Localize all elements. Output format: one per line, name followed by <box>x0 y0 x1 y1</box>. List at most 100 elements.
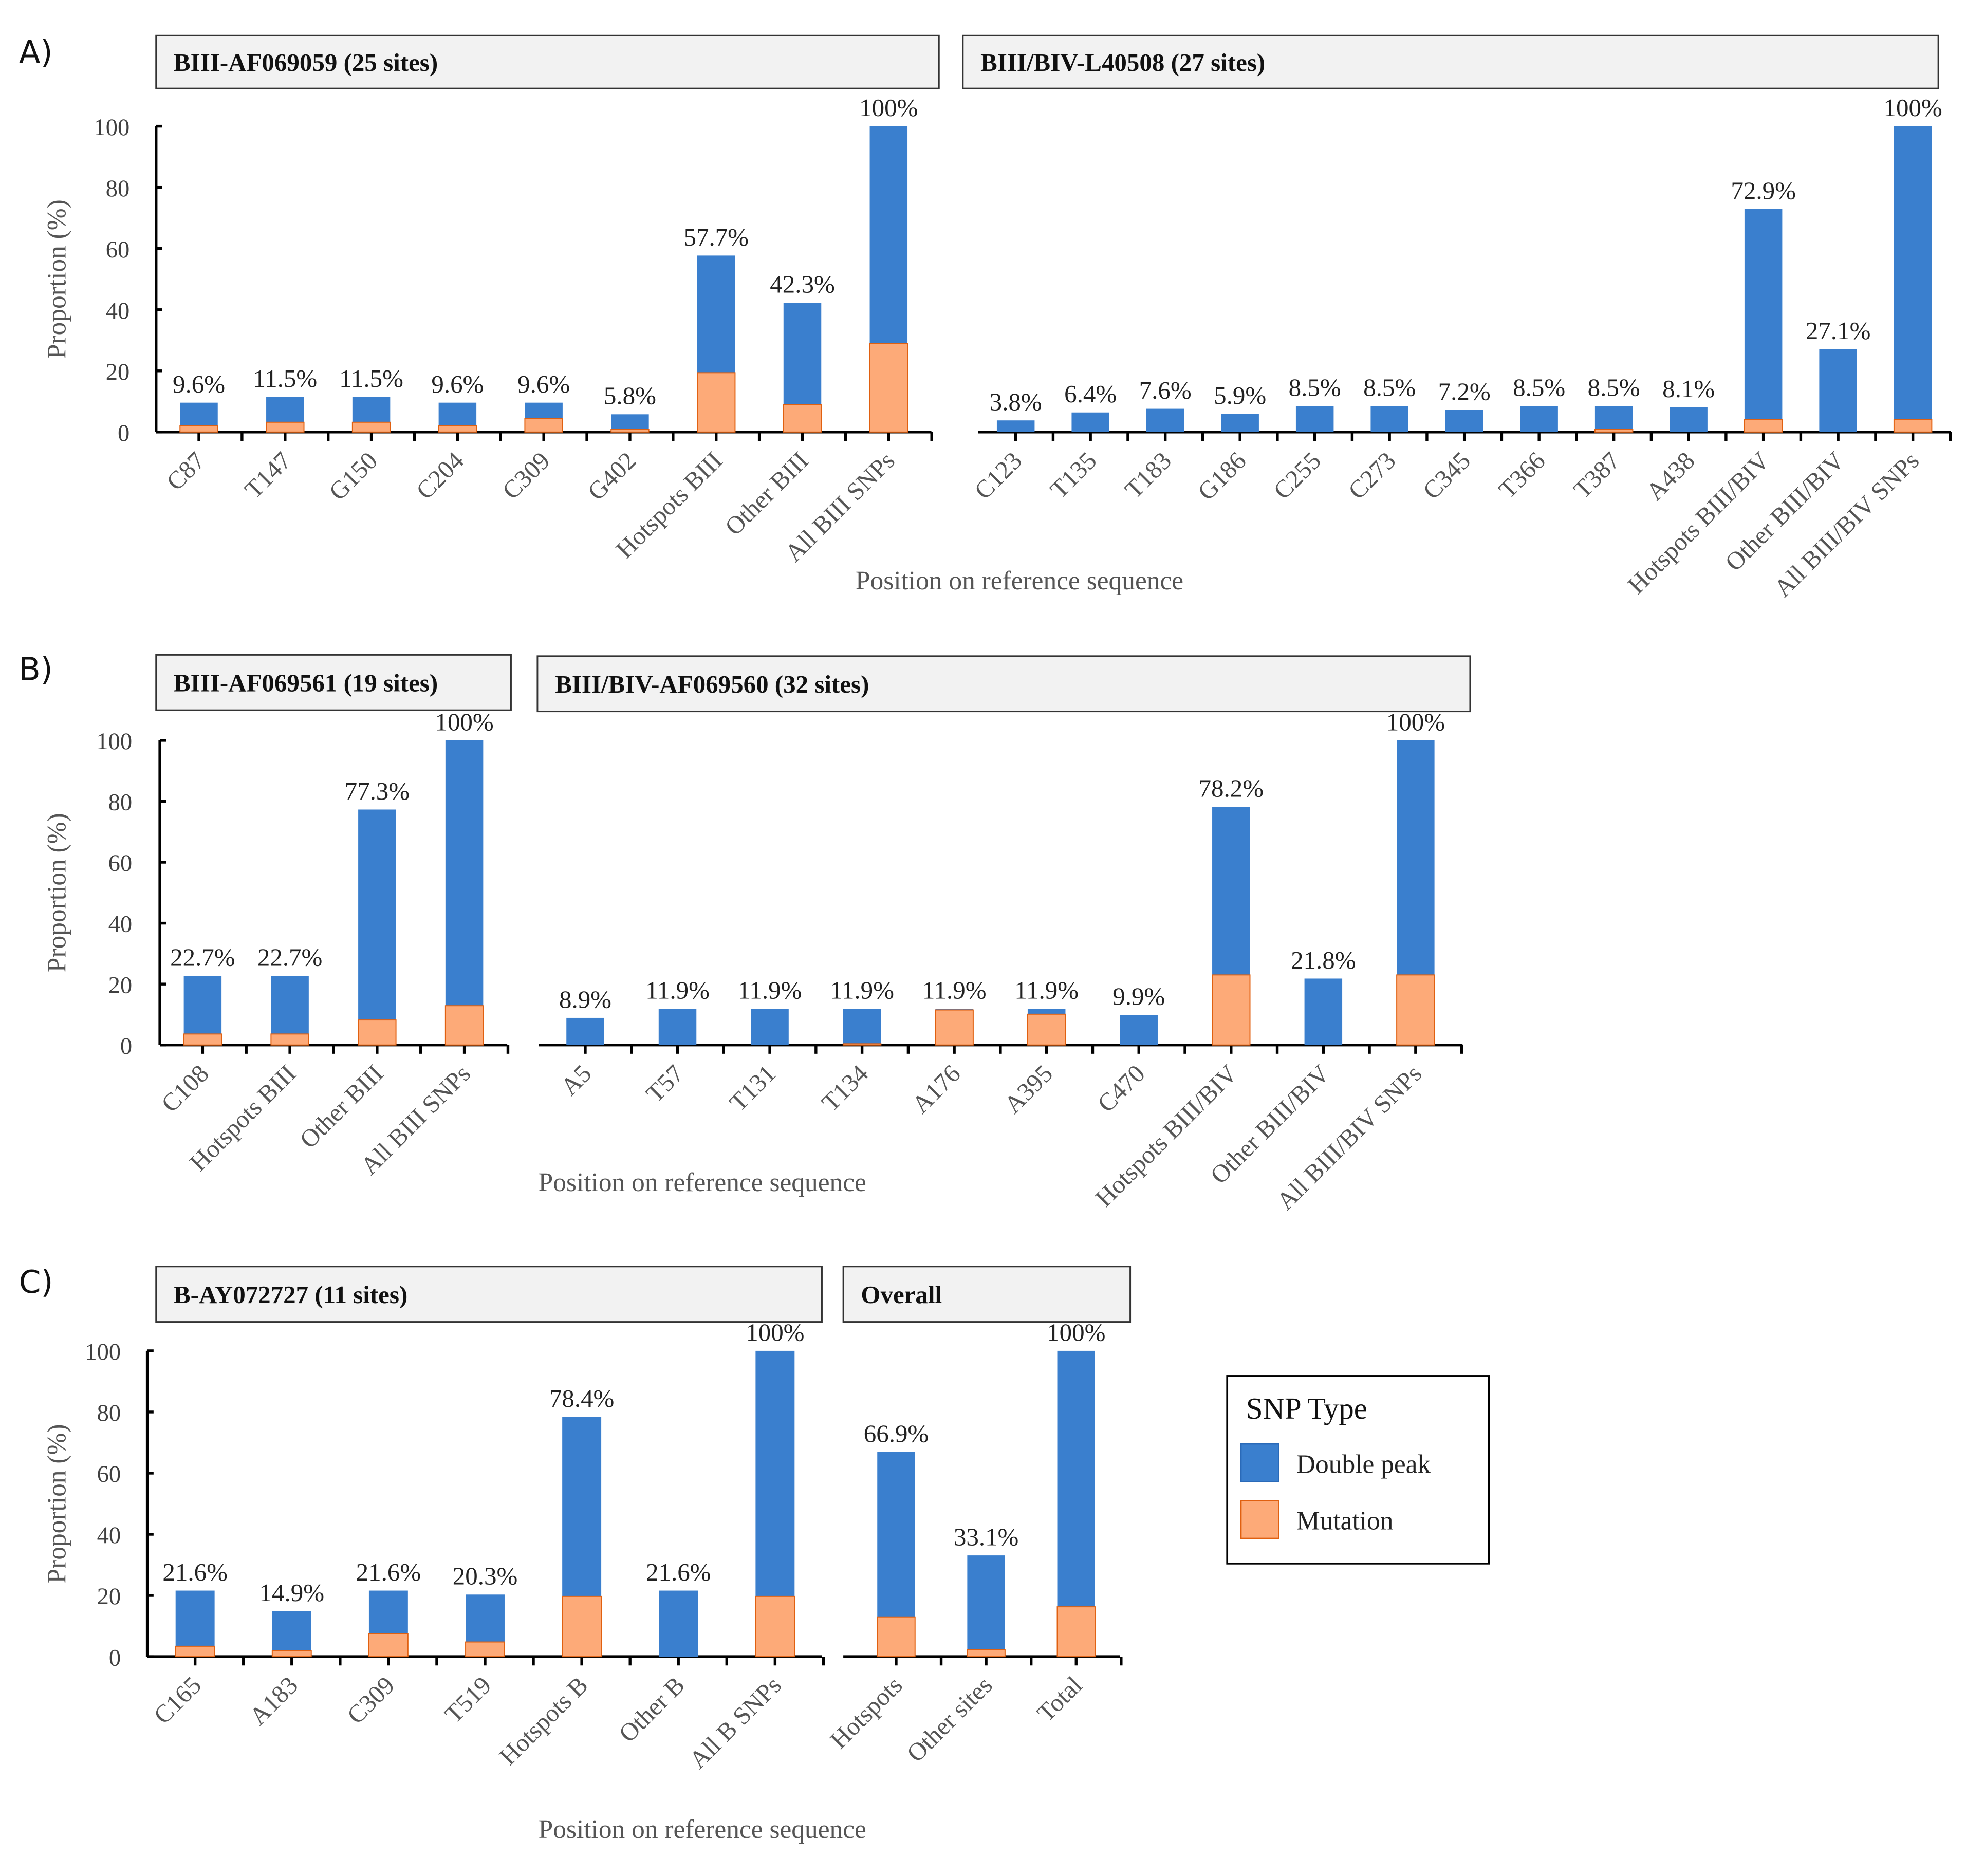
y-tick-label: 100 <box>96 729 132 755</box>
bar-double-peak <box>175 1590 215 1646</box>
data-label: 11.9% <box>830 976 894 1005</box>
panel-title: BIII-AF069059 (25 sites) <box>174 48 438 77</box>
x-tick-label: C255 <box>1268 447 1326 505</box>
x-tick-label: A395 <box>998 1059 1058 1119</box>
panel-title: BIII-AF069561 (19 sites) <box>174 668 438 697</box>
y-tick-label: 80 <box>108 790 133 816</box>
bar-double-peak <box>352 397 391 422</box>
bar-mutation <box>1594 429 1634 433</box>
bar-double-peak <box>1027 1009 1066 1014</box>
x-tick-label: A176 <box>906 1059 966 1119</box>
bar-double-peak <box>1445 410 1483 432</box>
x-tick-label: T387 <box>1568 447 1625 504</box>
bar-double-peak <box>1670 407 1708 432</box>
bar-mutation <box>842 1043 882 1046</box>
panel-letter: A) <box>19 34 53 71</box>
bar-mutation <box>562 1595 602 1658</box>
y-tick-label: 0 <box>120 1033 132 1060</box>
bar-mutation <box>1744 419 1783 433</box>
x-axis-title: Position on reference sequence <box>856 566 1183 596</box>
x-tick-label: Hotspots BIII/BIV <box>1622 447 1775 600</box>
panel-3: B) BIII-AF069561 (19 sites) 0 20 40 60 80 100 Pr… <box>19 651 512 1180</box>
x-tick-label: T131 <box>724 1059 782 1117</box>
bar-mutation <box>438 425 477 433</box>
data-label: 33.1% <box>954 1523 1019 1551</box>
data-label: 21.6% <box>162 1558 228 1586</box>
x-tick-label: C470 <box>1092 1059 1151 1118</box>
bar-double-peak <box>1120 1015 1158 1045</box>
bar-mutation <box>755 1595 795 1658</box>
bar-double-peak <box>445 740 484 1006</box>
x-tick-label: C309 <box>497 447 555 505</box>
x-axis-title: Position on reference sequence <box>539 1168 866 1197</box>
bar-double-peak <box>751 1009 789 1045</box>
panel-title: B-AY072727 (11 sites) <box>174 1280 407 1309</box>
y-axis-title: Proportion (%) <box>42 1424 71 1584</box>
y-tick-label: 40 <box>108 912 133 938</box>
bar-mutation <box>358 1019 397 1046</box>
bar-mutation <box>1056 1606 1096 1658</box>
data-label: 100% <box>746 1318 804 1346</box>
data-label: 9.6% <box>517 370 570 398</box>
x-tick-label: All B SNPs <box>683 1671 787 1774</box>
bar-mutation <box>1396 974 1435 1046</box>
y-tick-label: 80 <box>106 176 130 202</box>
x-tick-label: T135 <box>1045 447 1102 504</box>
panel-header <box>962 34 1939 89</box>
data-label: 9.9% <box>1112 982 1165 1010</box>
x-tick-label: Hotspots <box>824 1671 907 1754</box>
bar-mutation <box>869 343 908 433</box>
data-label: 66.9% <box>864 1419 929 1447</box>
x-tick-label: G402 <box>582 447 642 506</box>
x-tick-label: All BIII/BIV SNPs <box>1768 447 1924 603</box>
data-label: 11.9% <box>922 976 987 1005</box>
x-tick-label: A438 <box>1641 447 1700 506</box>
bar-mutation <box>935 1009 974 1046</box>
panel-letter: C) <box>19 1264 53 1301</box>
data-label: 11.9% <box>738 976 802 1005</box>
data-label: 78.4% <box>549 1384 615 1413</box>
data-label: 77.3% <box>345 777 410 805</box>
data-label: 9.6% <box>173 370 225 398</box>
bar-double-peak <box>438 402 477 426</box>
bar-double-peak <box>869 126 908 344</box>
y-tick-label: 60 <box>106 237 130 263</box>
y-tick-label: 60 <box>108 850 133 877</box>
x-tick-label: C108 <box>156 1059 214 1118</box>
panel-title: Overall <box>861 1280 942 1309</box>
data-label: 22.7% <box>257 943 323 972</box>
bar-mutation <box>967 1649 1006 1658</box>
data-label: 100% <box>859 94 918 122</box>
data-label: 8.5% <box>1513 374 1565 402</box>
data-label: 42.3% <box>770 270 835 298</box>
bar-double-peak <box>525 402 563 419</box>
y-tick-label: 60 <box>97 1461 121 1488</box>
bar-double-peak <box>935 1009 973 1010</box>
y-tick-label: 100 <box>85 1339 121 1365</box>
bar-double-peak <box>180 402 218 426</box>
bar-mutation <box>697 372 736 433</box>
bar-double-peak <box>1744 209 1783 420</box>
data-label: 72.9% <box>1731 176 1796 205</box>
bar-double-peak <box>1212 807 1250 975</box>
y-tick-label: 40 <box>106 298 130 324</box>
data-label: 5.9% <box>1214 381 1266 410</box>
x-tick-label: G150 <box>323 447 383 506</box>
bar-mutation <box>444 1005 484 1046</box>
bar-mutation <box>877 1616 916 1658</box>
data-label: 6.4% <box>1064 380 1117 408</box>
legend: SNP Type Double peak Mutation <box>1226 1375 1490 1565</box>
legend-swatch-mutation <box>1240 1500 1279 1539</box>
panel-2: BIII/BIV-L40508 (27 sites) 3.8% C123 6.4% T1… <box>856 34 1952 603</box>
data-label: 8.1% <box>1662 375 1715 403</box>
panel-header <box>155 1266 823 1323</box>
y-tick-label: 80 <box>97 1400 121 1426</box>
data-label: 57.7% <box>683 223 749 251</box>
x-tick-label: C87 <box>161 447 211 496</box>
bar-mutation <box>271 1650 312 1658</box>
data-label: 8.5% <box>1363 374 1416 402</box>
bar-double-peak <box>1894 126 1932 420</box>
bar-double-peak <box>843 1009 881 1044</box>
bar-double-peak <box>368 1590 408 1634</box>
